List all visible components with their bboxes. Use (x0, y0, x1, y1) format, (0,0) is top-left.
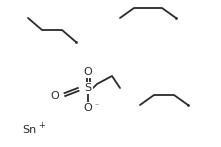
Text: +: + (38, 121, 45, 130)
Text: O: O (51, 91, 59, 101)
Text: Sn: Sn (22, 125, 36, 135)
Text: ⁻: ⁻ (94, 101, 98, 111)
Text: S: S (84, 83, 91, 93)
Text: O: O (84, 67, 92, 77)
Text: O: O (84, 103, 92, 113)
